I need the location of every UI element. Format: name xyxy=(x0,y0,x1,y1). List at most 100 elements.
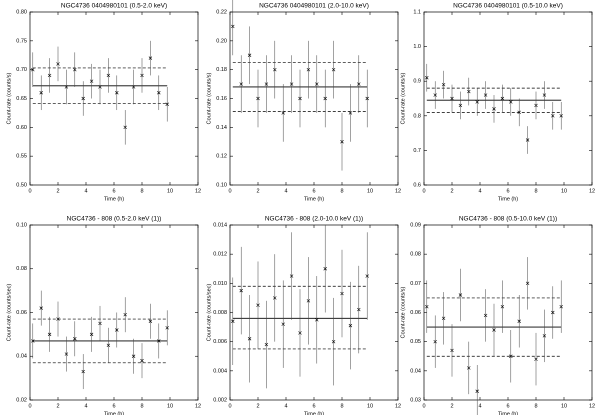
chart-title: NGC4736 - 808 (0.5-10.0 keV (1)) xyxy=(459,216,557,223)
data-point xyxy=(340,140,344,144)
data-point xyxy=(281,111,285,115)
data-point xyxy=(315,318,319,322)
y-tick-label: 0.04 xyxy=(410,368,421,374)
data-point xyxy=(89,79,94,83)
data-point xyxy=(256,303,260,307)
x-tick-label: 8 xyxy=(140,188,143,194)
data-point xyxy=(525,138,530,142)
data-point xyxy=(81,96,85,101)
data-point xyxy=(47,73,52,78)
data-point xyxy=(148,319,153,323)
y-tick-label: 0.65 xyxy=(16,96,27,102)
y-tick-label: 0.9 xyxy=(413,79,421,85)
data-point xyxy=(525,281,530,286)
y-tick-label: 0.014 xyxy=(213,222,227,228)
x-tick-label: 10 xyxy=(561,188,567,194)
y-tick-label: 0.03 xyxy=(410,397,421,403)
data-point xyxy=(450,348,454,353)
chart-title: NGC4736 0404980101 (0.5-10.0 keV) xyxy=(453,3,563,10)
data-point xyxy=(315,82,319,86)
x-tick-label: 2 xyxy=(450,403,453,409)
data-point xyxy=(157,339,161,343)
data-point xyxy=(475,389,479,393)
y-axis-label: Count-rate (counts/s) xyxy=(206,73,212,125)
data-point xyxy=(298,331,302,335)
plot-frame xyxy=(423,11,593,186)
y-tick-label: 0.04 xyxy=(16,354,27,360)
data-point xyxy=(517,110,521,115)
data-point xyxy=(534,103,538,108)
data-point xyxy=(475,100,479,104)
data-point xyxy=(348,111,353,115)
y-tick-label: 0.55 xyxy=(16,154,27,160)
data-point xyxy=(365,96,369,101)
data-point xyxy=(331,67,336,72)
x-tick-label: 2 xyxy=(56,188,59,194)
chart-title: NGC4736 0404980101 (0.5-2.0 keV) xyxy=(61,3,167,10)
x-tick-label: 4 xyxy=(284,188,287,194)
data-point xyxy=(231,319,235,323)
data-point xyxy=(106,73,111,78)
data-point xyxy=(31,67,35,72)
data-point xyxy=(559,304,563,309)
data-point xyxy=(340,291,344,296)
data-point xyxy=(357,82,361,86)
x-tick-label: 0 xyxy=(28,403,31,409)
x-tick-label: 10 xyxy=(167,403,173,409)
y-axis-label: Count-rate (counts/sec) xyxy=(6,284,12,342)
y-tick-label: 0.50 xyxy=(16,182,27,188)
y-tick-label: 0.02 xyxy=(16,397,27,403)
y-tick-label: 0.09 xyxy=(410,222,421,228)
x-axis-label: Time (h) xyxy=(304,196,324,202)
data-point xyxy=(306,299,311,303)
x-tick-label: 4 xyxy=(284,403,287,409)
data-point xyxy=(273,67,277,72)
data-point xyxy=(534,357,538,361)
y-tick-label: 0.006 xyxy=(213,339,227,345)
data-point xyxy=(81,369,85,374)
data-point xyxy=(239,288,243,293)
data-point xyxy=(157,91,161,95)
y-axis-label: Count-rate (counts/s) xyxy=(400,287,406,339)
x-tick-label: 4 xyxy=(84,188,87,194)
y-tick-label: 0.05 xyxy=(410,339,421,345)
data-point xyxy=(140,358,144,363)
data-point xyxy=(115,328,119,332)
data-point xyxy=(348,323,353,328)
data-point xyxy=(450,96,454,101)
data-point xyxy=(98,321,102,326)
data-point xyxy=(56,317,60,321)
y-tick-label: 0.08 xyxy=(16,266,27,272)
x-axis-label: Time (h) xyxy=(304,411,324,415)
y-tick-label: 0.80 xyxy=(16,9,27,15)
data-point xyxy=(331,339,336,344)
data-point xyxy=(433,339,437,344)
y-tick-label: 0.10 xyxy=(16,222,27,228)
x-tick-label: 0 xyxy=(422,188,425,194)
x-tick-label: 0 xyxy=(28,188,31,194)
y-tick-label: 0.18 xyxy=(216,67,227,73)
y-tick-label: 0.70 xyxy=(16,67,27,73)
data-point xyxy=(106,343,111,348)
x-tick-label: 8 xyxy=(534,403,537,409)
data-point xyxy=(551,114,555,118)
y-tick-label: 0.002 xyxy=(213,397,227,403)
data-point xyxy=(47,332,52,337)
x-tick-label: 8 xyxy=(140,403,143,409)
x-tick-label: 6 xyxy=(112,403,115,409)
x-tick-label: 0 xyxy=(228,188,231,194)
x-tick-label: 0 xyxy=(422,403,425,409)
data-point xyxy=(115,91,119,95)
x-tick-label: 0 xyxy=(228,403,231,409)
x-tick-label: 8 xyxy=(340,403,343,409)
data-point xyxy=(273,296,277,300)
data-point xyxy=(56,62,60,66)
data-point xyxy=(509,354,513,358)
data-point xyxy=(165,102,169,106)
data-point xyxy=(559,114,563,118)
data-point xyxy=(165,326,169,330)
x-axis-label: Time (h) xyxy=(498,196,518,202)
plot-frame xyxy=(229,224,399,401)
x-tick-label: 4 xyxy=(478,403,481,409)
